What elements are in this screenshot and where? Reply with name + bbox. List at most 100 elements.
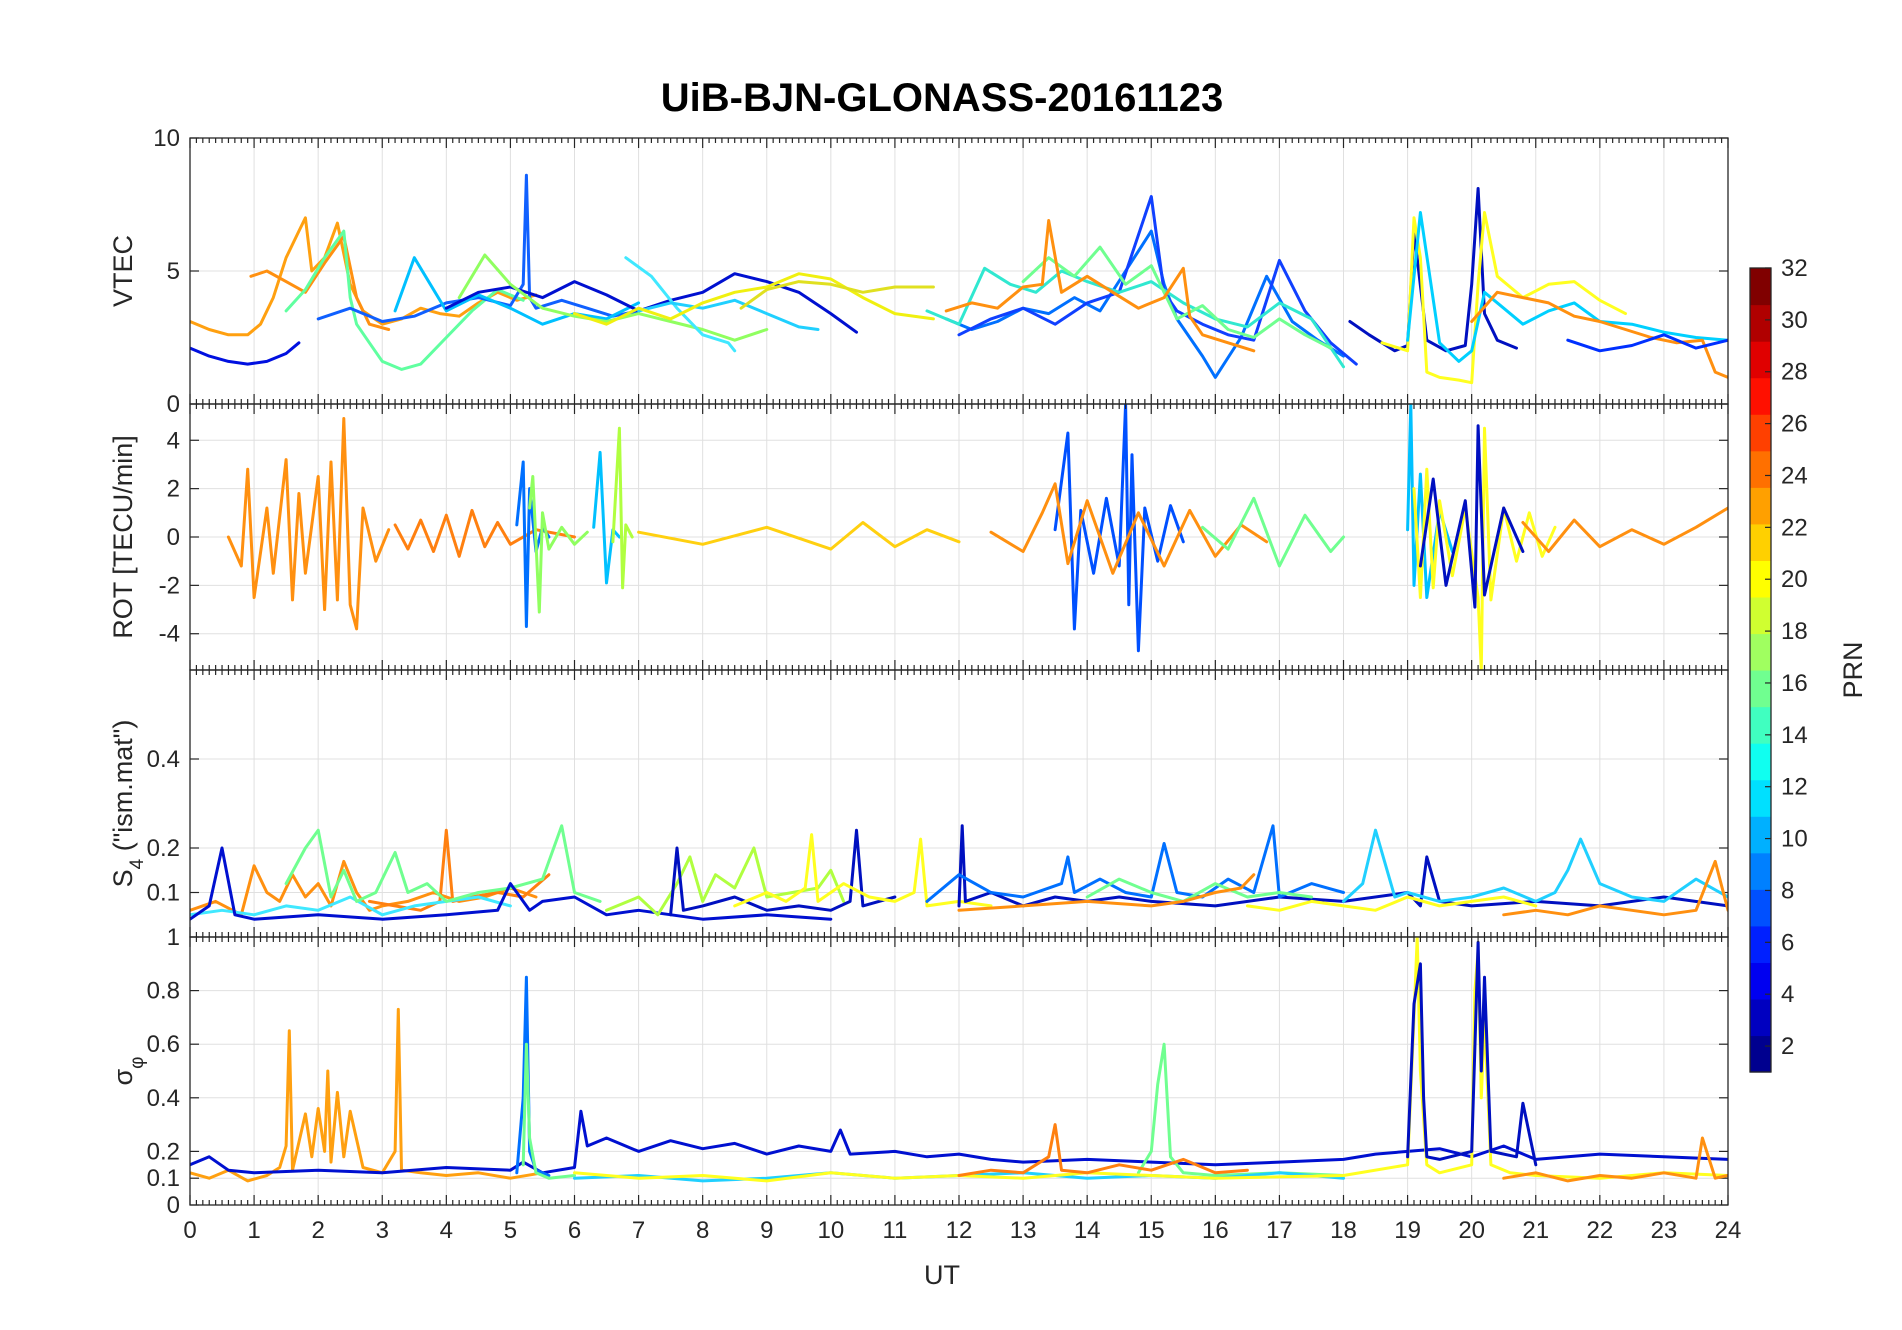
data-trace	[957, 1123, 1249, 1177]
colorbar-tick-label: 30	[1781, 307, 1808, 334]
x-tick-label: 8	[696, 1217, 709, 1244]
colorbar-tick-label: 24	[1781, 462, 1808, 489]
y-tick-label: 4	[167, 427, 180, 454]
colorbar-tick-label: 6	[1781, 929, 1794, 956]
colorbar-segment	[1750, 925, 1771, 963]
data-trace	[393, 256, 641, 326]
colorbar-segment	[1750, 670, 1771, 708]
traces-s4	[190, 824, 1728, 921]
y-tick-label: -4	[159, 621, 180, 648]
x-tick-label: 11	[882, 1217, 907, 1244]
y-axis-label: S4 ("ism.mat")	[108, 720, 148, 888]
data-trace	[944, 219, 1256, 353]
data-trace	[528, 475, 589, 614]
colorbar-segment	[1750, 304, 1771, 342]
y-tick-label: 10	[153, 125, 180, 152]
data-trace	[669, 828, 897, 917]
data-trace	[521, 1042, 576, 1180]
y-tick-label: 0.1	[147, 1165, 180, 1192]
colorbar-segment	[1750, 377, 1771, 415]
colorbar-tick-label: 32	[1781, 255, 1808, 282]
data-trace	[957, 873, 1256, 912]
data-trace	[190, 846, 833, 921]
data-trace	[1502, 859, 1728, 917]
chart-title: UiB-BJN-GLONASS-20161123	[661, 76, 1223, 120]
x-tick-label: 21	[1522, 1217, 1549, 1244]
colorbar-tick-label: 28	[1781, 359, 1808, 386]
x-tick-label: 13	[1010, 1217, 1037, 1244]
y-tick-label: 0.4	[147, 746, 180, 773]
data-trace	[592, 450, 621, 585]
colorbar-segment	[1750, 268, 1771, 306]
y-tick-label: -2	[159, 572, 180, 599]
colorbar-tick-label: 26	[1781, 411, 1808, 438]
y-axis-label: ROT [TECU/min]	[108, 435, 138, 639]
x-tick-label: 10	[817, 1217, 844, 1244]
colorbar-tick-label: 18	[1781, 618, 1808, 645]
colorbar-segment	[1750, 450, 1771, 488]
colorbar-segment	[1750, 852, 1771, 890]
colorbar-segment	[1750, 414, 1771, 452]
data-trace	[1342, 828, 1728, 903]
colorbar-tick-label: 20	[1781, 566, 1808, 593]
y-tick-label: 5	[167, 258, 180, 285]
y-tick-label: 0.6	[147, 1031, 180, 1058]
data-trace	[605, 846, 846, 917]
data-trace	[190, 341, 301, 366]
data-trace	[1021, 245, 1333, 350]
x-tick-label: 7	[632, 1217, 645, 1244]
data-trace	[925, 824, 1345, 903]
colorbar-segment	[1750, 962, 1771, 1000]
panel-s4: 0.1 0.2 0.4S4 ("ism.mat")	[108, 669, 1729, 938]
data-trace	[457, 253, 769, 342]
x-tick-label: 1	[247, 1217, 260, 1244]
x-tick-label: 14	[1074, 1217, 1101, 1244]
colorbar-segment	[1750, 889, 1771, 927]
colorbar-tick-label: 22	[1781, 514, 1808, 541]
colorbar-tick-label: 16	[1781, 670, 1808, 697]
data-trace	[1406, 211, 1728, 363]
data-trace	[1521, 506, 1728, 553]
x-tick-label: 24	[1715, 1217, 1742, 1244]
colorbar-segment	[1750, 998, 1771, 1037]
colorbar-tick-label: 12	[1781, 774, 1808, 801]
x-tick-label: 4	[440, 1217, 453, 1244]
x-tick-label: 18	[1330, 1217, 1357, 1244]
y-tick-label: 0.2	[147, 835, 180, 862]
axes-frame	[189, 936, 1729, 1206]
data-trace	[1566, 333, 1728, 353]
panel-sigma_phi: 00.10.2 0.4 0.6 0.8 1 σφ	[108, 924, 1729, 1219]
colorbar-tick-label: 2	[1781, 1033, 1794, 1060]
colorbar-label: PRN	[1838, 641, 1868, 698]
data-trace	[1201, 496, 1345, 568]
traces-vtec	[190, 173, 1728, 385]
x-tick-label: 12	[946, 1217, 973, 1244]
colorbar-segment	[1750, 341, 1771, 379]
x-tick-label: 0	[183, 1217, 196, 1244]
x-tick-label: 22	[1586, 1217, 1613, 1244]
y-tick-label: 0.4	[147, 1085, 180, 1112]
colorbar-segment	[1750, 779, 1771, 817]
y-tick-label: 0.8	[147, 978, 180, 1005]
x-tick-label: 15	[1138, 1217, 1165, 1244]
colorbar-segment	[1750, 816, 1771, 854]
colorbar-segment	[1750, 633, 1771, 671]
data-trace	[1245, 895, 1538, 912]
x-tick-label: 3	[376, 1217, 389, 1244]
y-axis-label: σφ	[108, 1057, 148, 1086]
colorbar-frame	[1749, 267, 1772, 1073]
data-trace	[1085, 877, 1313, 903]
colorbar-segment	[1750, 523, 1771, 561]
x-tick-label: 19	[1394, 1217, 1421, 1244]
colorbar-segment	[1750, 596, 1771, 635]
data-trace	[1412, 426, 1557, 670]
data-trace	[1406, 940, 1538, 1167]
x-tick-label: 6	[568, 1217, 581, 1244]
colorbar-segment	[1750, 1035, 1771, 1073]
data-trace	[1418, 424, 1525, 609]
data-trace	[611, 426, 634, 590]
data-trace	[226, 417, 391, 631]
traces-sigma_phi	[190, 937, 1728, 1183]
